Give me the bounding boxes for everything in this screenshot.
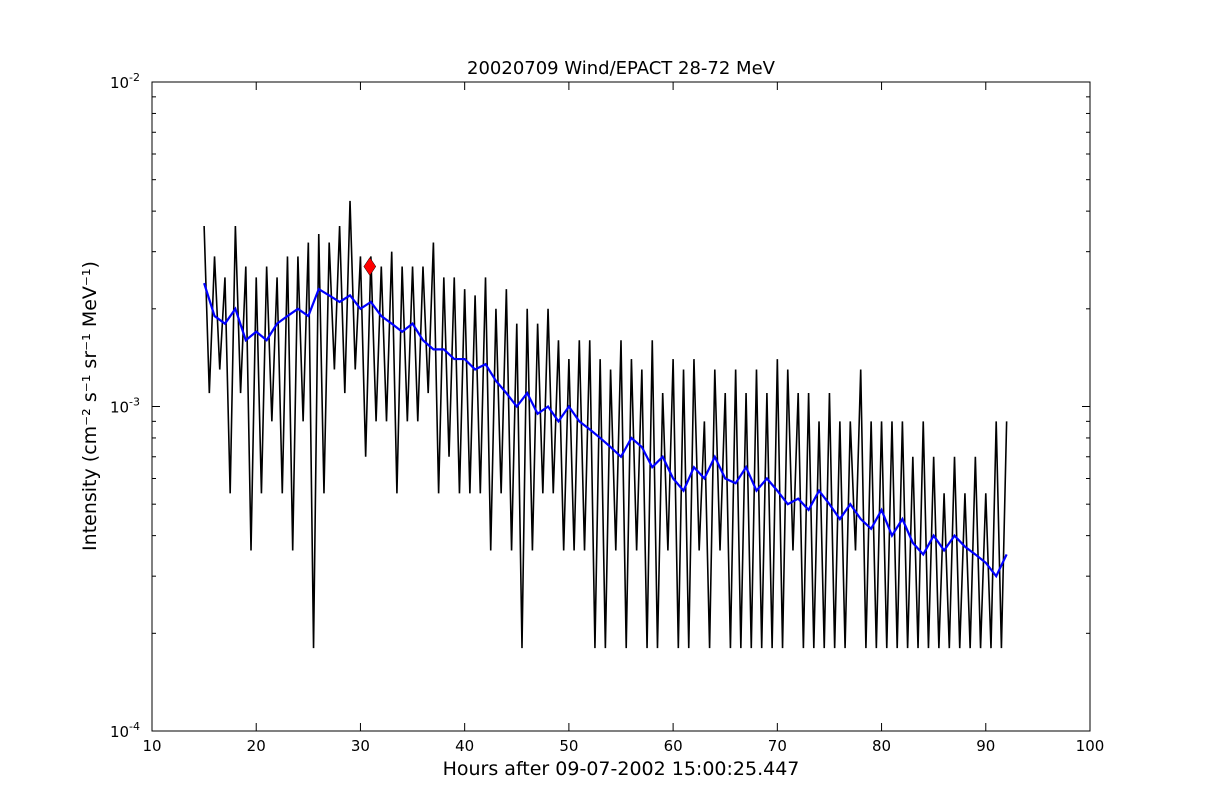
x-tick-label: 10 xyxy=(142,737,161,755)
y-tick-label: 10-3 xyxy=(110,396,140,417)
plot-frame xyxy=(151,81,1091,732)
y-tick-base: 10 xyxy=(110,723,129,741)
y-tick-exp: -2 xyxy=(129,71,140,84)
x-axis-label: Hours after 09-07-2002 15:00:25.447 xyxy=(443,758,800,780)
x-tick-label: 70 xyxy=(768,737,787,755)
y-tick-label: 10-4 xyxy=(110,720,140,741)
x-tick-label: 20 xyxy=(247,737,266,755)
x-tick-label: 30 xyxy=(351,737,370,755)
x-tick-label: 100 xyxy=(1076,737,1105,755)
x-tick-label: 50 xyxy=(559,737,578,755)
y-axis-label: Intensity (cm⁻² s⁻¹ sr⁻¹ MeV⁻¹) xyxy=(79,261,101,551)
series-smoothed-intensity xyxy=(203,282,1008,579)
x-tick-label: 60 xyxy=(664,737,683,755)
y-tick-base: 10 xyxy=(110,74,129,92)
y-tick-label: 10-2 xyxy=(110,71,140,92)
x-tick-label: 40 xyxy=(455,737,474,755)
y-tick-base: 10 xyxy=(110,399,129,417)
y-tick-exp: -3 xyxy=(129,396,140,409)
onset-marker xyxy=(363,257,377,276)
y-tick-exp: -4 xyxy=(129,720,140,733)
chart-title: 20020709 Wind/EPACT 28-72 MeV xyxy=(467,58,776,79)
x-tick-label: 80 xyxy=(872,737,891,755)
x-tick-label: 90 xyxy=(976,737,995,755)
series-raw-intensity xyxy=(203,200,1008,649)
